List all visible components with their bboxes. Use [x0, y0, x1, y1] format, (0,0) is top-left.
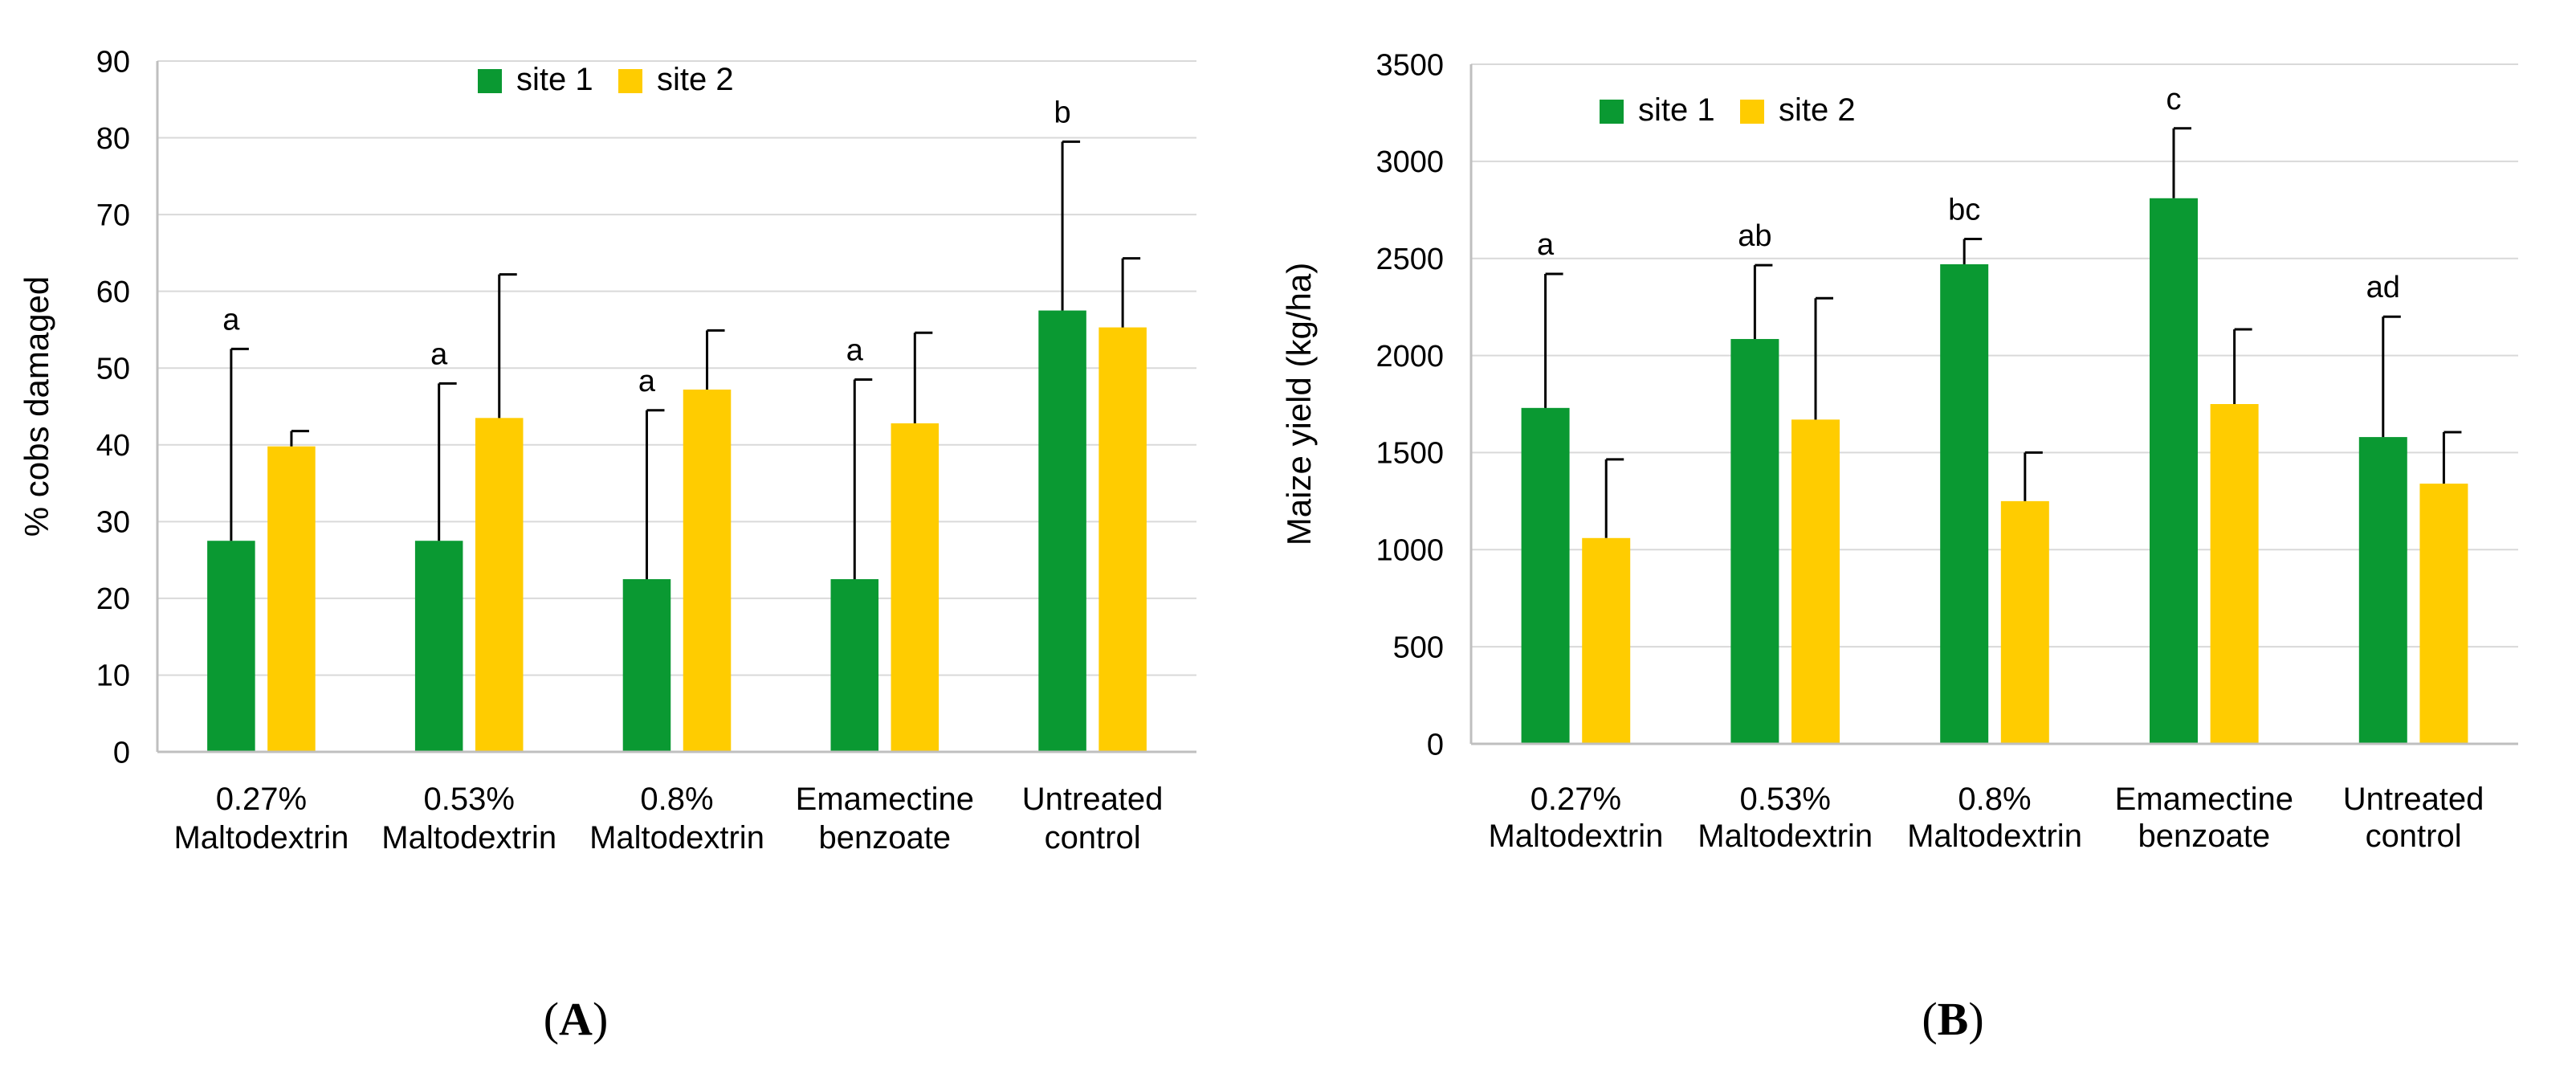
legend-swatch: [1740, 100, 1764, 124]
significance-letter: ab: [1738, 219, 1771, 253]
bar: [2000, 500, 2049, 744]
y-tick-label: 1500: [1376, 437, 1444, 471]
significance-letter: a: [638, 365, 656, 398]
legend: site 1 site 2: [1600, 92, 1856, 128]
significance-letter: ad: [2366, 271, 2400, 304]
x-tick-label: Emamectine: [2115, 782, 2293, 817]
y-axis-label: % cobs damaged: [18, 276, 55, 537]
bar: [891, 423, 940, 752]
legend-label: site 2: [1779, 92, 1856, 128]
x-tick-label: Maltodextrin: [589, 820, 764, 855]
x-tick-label: benzoate: [819, 820, 952, 855]
significance-letter: a: [1537, 228, 1555, 262]
x-tick-label: control: [2366, 819, 2462, 854]
legend-label: site 1: [1638, 92, 1715, 128]
x-tick-label: 0.53%: [1739, 782, 1830, 817]
y-tick-label: 20: [96, 582, 130, 616]
bar: [414, 541, 463, 752]
bar: [2210, 404, 2259, 744]
y-tick-label: 0: [1427, 728, 1444, 762]
legend-label: site 2: [657, 62, 734, 97]
bar: [1791, 419, 1840, 744]
y-tick-label: 50: [96, 353, 130, 386]
y-tick-label: 40: [96, 429, 130, 463]
bar: [1730, 339, 1779, 744]
bar: [2149, 198, 2198, 745]
legend-label: site 1: [516, 62, 593, 97]
bar: [1098, 327, 1147, 753]
panel-label: (A): [544, 993, 609, 1045]
x-tick-label: Emamectine: [796, 782, 974, 817]
bar: [207, 541, 255, 752]
bar: [830, 579, 879, 752]
x-tick-label: 0.8%: [1958, 782, 2031, 817]
bar: [1521, 407, 1570, 744]
bar: [1038, 310, 1086, 752]
x-tick-label: Maltodextrin: [1907, 819, 2082, 854]
legend-swatch: [618, 69, 642, 93]
x-tick-label: Maltodextrin: [1488, 819, 1663, 854]
y-tick-label: 1000: [1376, 534, 1444, 568]
significance-letter: a: [846, 334, 864, 368]
significance-letter: a: [222, 303, 240, 337]
significance-letter: bc: [1948, 194, 1980, 227]
y-tick-label: 3000: [1376, 145, 1444, 179]
legend: site 1 site 2: [478, 62, 734, 97]
legend-swatch: [478, 69, 502, 93]
bar: [1582, 537, 1631, 744]
significance-letter: b: [1054, 96, 1071, 129]
x-tick-label: Maltodextrin: [1698, 819, 1873, 854]
bar: [683, 389, 732, 752]
y-tick-label: 30: [96, 506, 130, 540]
y-axis-label: Maize yield (kg/ha): [1280, 263, 1318, 545]
bar: [622, 579, 671, 752]
y-tick-label: 90: [96, 45, 130, 79]
significance-letter: c: [2166, 83, 2181, 116]
x-tick-label: 0.53%: [423, 782, 514, 817]
x-tick-label: benzoate: [2138, 819, 2271, 854]
significance-letter: a: [430, 337, 448, 371]
x-tick-label: Maltodextrin: [381, 820, 556, 855]
x-tick-label: Untreated: [1022, 782, 1164, 817]
y-tick-label: 3500: [1376, 48, 1444, 82]
legend-swatch: [1600, 100, 1624, 124]
y-tick-label: 70: [96, 198, 130, 232]
bar: [2358, 437, 2407, 744]
x-tick-label: Maltodextrin: [173, 820, 348, 855]
y-tick-label: 60: [96, 276, 130, 309]
bar: [267, 446, 316, 752]
y-tick-label: 80: [96, 122, 130, 156]
x-tick-label: Untreated: [2343, 782, 2484, 817]
bar: [1940, 263, 1989, 745]
x-tick-label: 0.27%: [216, 782, 307, 817]
y-tick-label: 2000: [1376, 340, 1444, 374]
x-tick-label: control: [1045, 820, 1141, 855]
bar: [475, 418, 524, 752]
y-tick-label: 2500: [1376, 243, 1444, 276]
x-tick-label: 0.27%: [1531, 782, 1621, 817]
panel-label: (B): [1922, 993, 1983, 1045]
bar: [2419, 484, 2468, 744]
chart-panel-b: 0 500 1000 1500 2000 2500 3000 3500 Maize yield …: [1280, 48, 2518, 1045]
y-tick-label: 0: [113, 736, 130, 770]
x-tick-label: 0.8%: [640, 782, 713, 817]
y-tick-label: 500: [1393, 631, 1444, 664]
y-tick-label: 10: [96, 659, 130, 693]
